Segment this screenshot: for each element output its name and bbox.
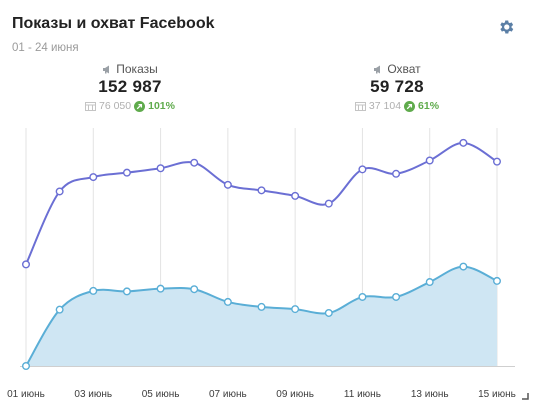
arrow-up-circle-icon [404,100,416,112]
impressions-data-point [190,158,199,167]
x-tick-label: 13 июнь [411,389,449,400]
impressions-data-point [122,168,131,177]
reach-data-point [257,302,266,311]
x-tick-label: 05 июнь [142,389,180,400]
calendar-icon [354,102,366,111]
impressions-data-point [459,138,468,147]
x-tick-label: 03 июнь [74,389,112,400]
date-range: 01 - 24 июня [12,42,79,54]
change-percent: 101% [148,100,175,112]
impressions-data-point [257,186,266,195]
reach-data-point [89,286,98,295]
metric-label-text: Охват [387,62,421,76]
x-tick-label: 09 июнь [276,389,314,400]
gear-icon[interactable] [497,18,515,36]
impressions-data-point [324,199,333,208]
line-chart: 01 июнь 03 июнь 05 июнь 07 июнь 09 июнь 11 ию… [7,128,516,400]
metric-comparison: 76 050 101% [60,99,200,113]
impressions-data-point [156,164,165,173]
impressions-data-point [89,173,98,182]
reach-data-point [55,305,64,314]
metric-impressions: Показы 152 987 76 050 101% [60,62,200,113]
metric-label: Показы [60,62,200,76]
impressions-data-point [22,260,31,269]
reach-data-point [291,305,300,314]
reach-data-point [493,276,502,285]
reach-area [26,266,497,366]
metric-reach: Охват 59 728 37 104 61% [327,62,467,113]
previous-value: 76 050 [99,100,132,112]
change-percent: 61% [418,100,440,112]
previous-value: 37 104 [368,100,402,112]
metric-value: 152 987 [98,77,162,96]
impressions-data-point [392,169,401,178]
metric-label-text: Показы [116,62,158,76]
reach-data-point [324,308,333,317]
x-tick-label: 11 июнь [344,389,381,400]
impressions-data-point [55,187,64,196]
x-tick-label: 01 июнь [7,389,45,400]
metric-label: Охват [327,62,467,76]
reach-data-point [392,292,401,301]
reach-data-point [190,285,199,294]
reach-data-point [122,287,131,296]
reach-data-point [425,278,434,287]
widget-title: Показы и охват Facebook [12,15,215,32]
x-tick-label: 15 июнь [478,389,516,400]
metric-comparison: 37 104 61% [327,99,467,113]
reach-data-point [358,292,367,301]
megaphone-icon [103,65,110,73]
impressions-data-point [493,157,502,166]
impressions-data-point [291,191,300,200]
reach-data-point [156,284,165,293]
resize-handle-icon[interactable] [521,392,529,400]
impressions-data-point [358,165,367,174]
reach-data-point [459,262,468,271]
impressions-data-point [223,180,232,189]
reach-data-point [223,297,232,306]
calendar-icon [85,102,96,111]
arrow-up-circle-icon [134,100,146,112]
metric-value: 59 728 [370,77,424,96]
impressions-data-point [425,156,434,165]
reach-data-point [22,361,31,370]
x-tick-label: 07 июнь [209,389,247,400]
megaphone-icon [374,65,381,73]
